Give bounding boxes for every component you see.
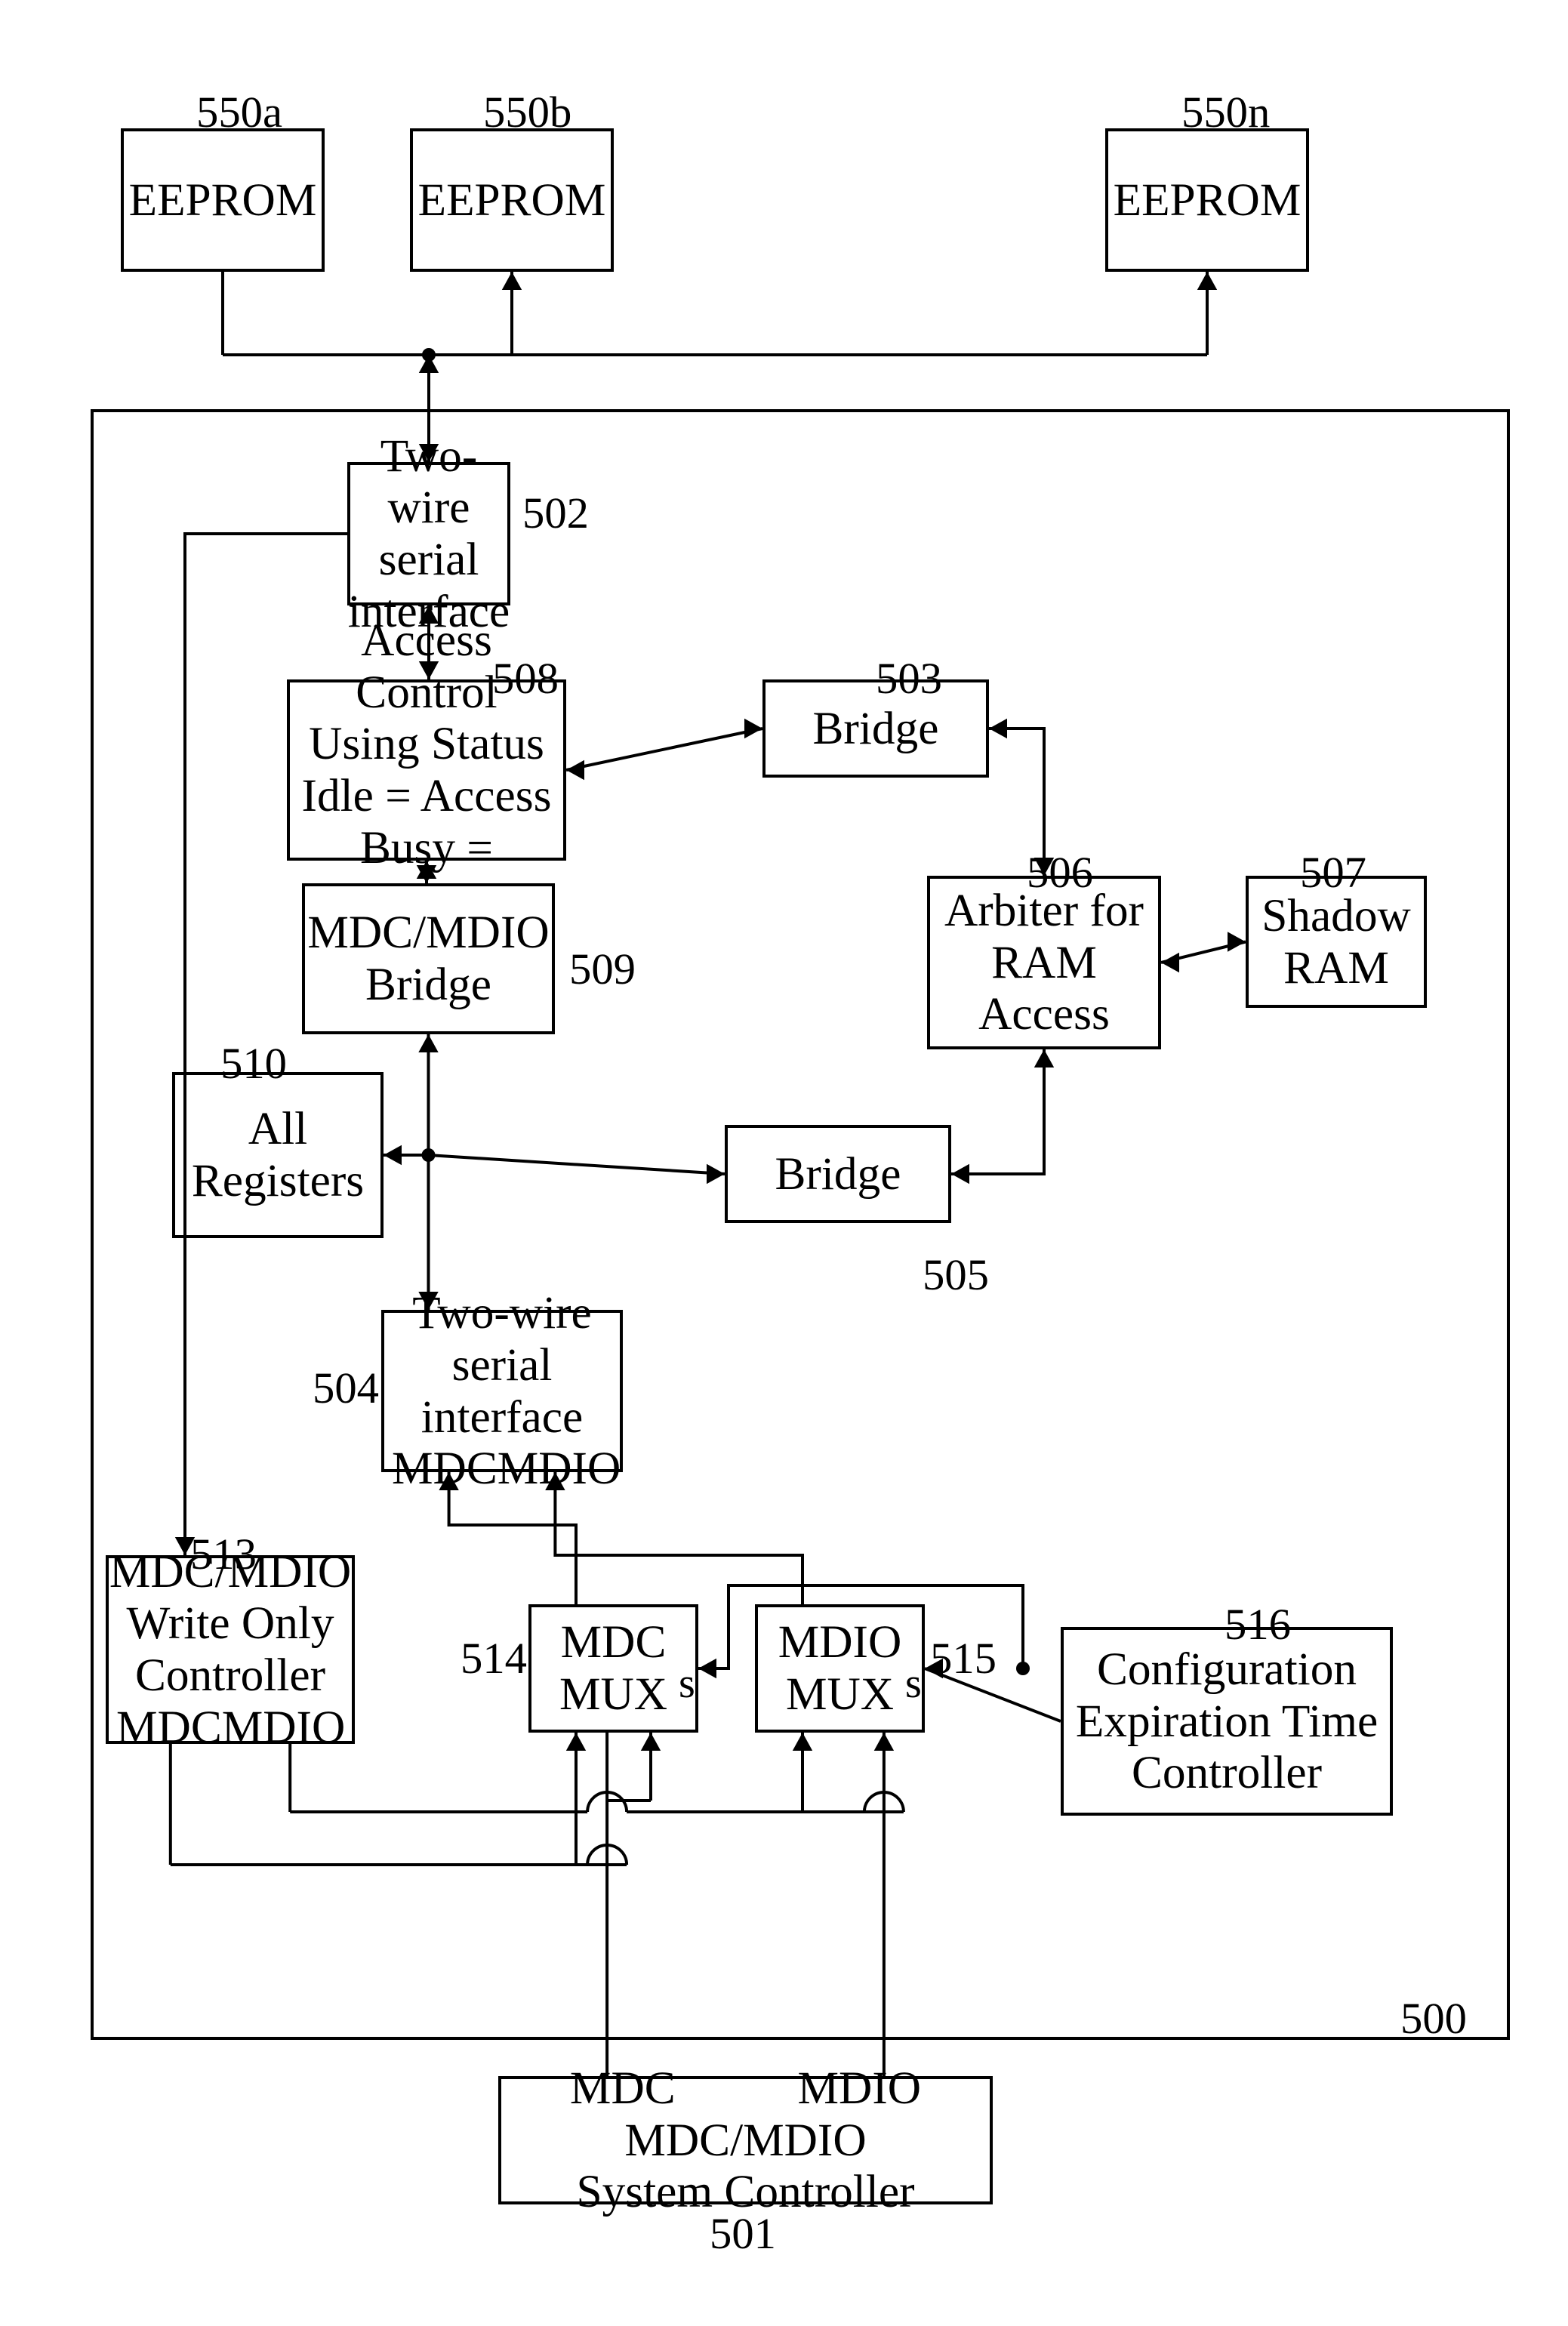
mdc-mux-text: MDC MUX (559, 1616, 667, 1720)
system-controller-box: MDC MDIO MDC/MDIO System Controller (498, 2076, 993, 2204)
eeprom-a-text: EEPROM (129, 174, 317, 226)
config-exp-box: Configuration Expiration Time Controller (1061, 1627, 1393, 1816)
ref-507: 507 (1300, 847, 1366, 898)
mdio-mux-text: MDIO MUX (778, 1616, 902, 1720)
mdc-mux-box: MDC MUX (528, 1604, 698, 1733)
bridge-top-text: Bridge (813, 703, 939, 755)
shadow-ram-text: Shadow RAM (1261, 890, 1411, 994)
twsi-bot-sub-left: MDC (392, 1443, 498, 1495)
twsi-bot-text: Two-wire serial interface (392, 1287, 612, 1443)
ref-505: 505 (923, 1249, 989, 1300)
sys-ctrl-text: MDC/MDIO System Controller (576, 2115, 914, 2218)
eeprom-n-text: EEPROM (1114, 174, 1302, 226)
access-control-box: Access Control Using Status Idle = Acces… (287, 679, 566, 861)
twsi-top-box: Two-wire serial interface (347, 462, 510, 605)
ref-502: 502 (522, 488, 589, 538)
ref-550n: 550n (1181, 87, 1270, 137)
twsi-bot-sub-right: MDIO (498, 1443, 621, 1495)
write-only-controller-box: MDC/MDIO Write Only Controller MDC MDIO (106, 1555, 355, 1744)
ref-500: 500 (1400, 1993, 1467, 2044)
ref-550b: 550b (483, 87, 571, 137)
mdc-mdio-bridge-text: MDC/MDIO Bridge (307, 907, 549, 1010)
arbiter-box: Arbiter for RAM Access (927, 876, 1161, 1049)
eeprom-b-text: EEPROM (418, 174, 606, 226)
block-diagram: EEPROM EEPROM EEPROM Two-wire serial int… (0, 0, 1568, 2326)
mdc-mdio-bridge-box: MDC/MDIO Bridge (302, 883, 555, 1034)
all-registers-text: All Registers (192, 1103, 364, 1206)
ref-514: 514 (461, 1633, 527, 1684)
ref-516: 516 (1225, 1599, 1291, 1650)
woc-sub-right: MDIO (222, 1702, 346, 1754)
ref-506: 506 (1027, 847, 1093, 898)
ref-550a: 550a (196, 87, 282, 137)
ref-513: 513 (190, 1529, 257, 1579)
ref-509: 509 (569, 944, 636, 994)
ref-501: 501 (710, 2208, 776, 2259)
arbiter-text: Arbiter for RAM Access (944, 885, 1144, 1040)
all-registers-box: All Registers (172, 1072, 384, 1238)
ref-515: 515 (930, 1633, 997, 1684)
eeprom-n-box: EEPROM (1105, 128, 1309, 272)
sys-ctrl-sub-right: MDIO (798, 2063, 922, 2115)
eeprom-b-box: EEPROM (410, 128, 614, 272)
mdio-mux-box: MDIO MUX (755, 1604, 925, 1733)
woc-sub-left: MDC (116, 1702, 222, 1754)
twsi-bot-box: Two-wire serial interface MDC MDIO (381, 1310, 623, 1472)
bridge-bot-text: Bridge (775, 1148, 901, 1200)
twsi-top-text: Two-wire serial interface (348, 430, 510, 638)
ref-510: 510 (220, 1038, 287, 1089)
ref-508: 508 (492, 653, 559, 704)
mdio-mux-s-label: s (905, 1659, 922, 1708)
ref-504: 504 (313, 1363, 379, 1413)
sys-ctrl-sub-left: MDC (570, 2063, 676, 2115)
config-exp-text: Configuration Expiration Time Controller (1076, 1644, 1378, 1799)
mdc-mux-s-label: s (679, 1659, 695, 1708)
bridge-bot-box: Bridge (725, 1125, 951, 1223)
eeprom-a-box: EEPROM (121, 128, 325, 272)
ref-503: 503 (876, 653, 942, 704)
